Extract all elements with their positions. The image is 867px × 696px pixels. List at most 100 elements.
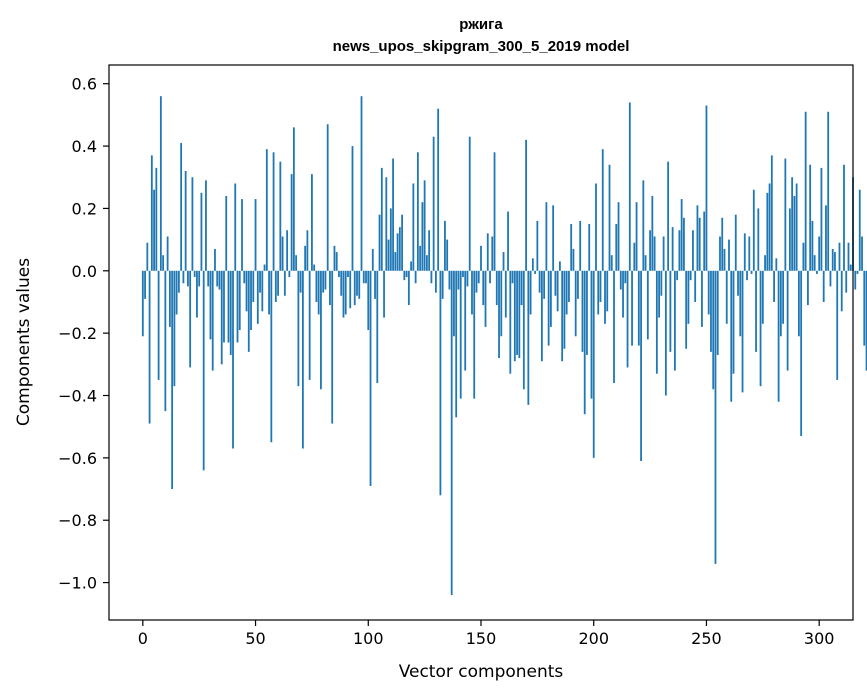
bar-41 [234,183,237,271]
y-tick-label: −1.0 [58,574,97,593]
bar-90 [344,270,347,315]
bar-258 [723,248,726,271]
bar-321 [865,270,867,371]
x-tick-label: 250 [691,629,722,648]
bar-106 [380,167,383,271]
bar-47 [247,270,250,352]
bar-202 [597,270,600,315]
bar-230 [660,270,663,296]
bar-255 [716,270,719,355]
bar-107 [383,270,385,318]
bar-110 [389,208,392,271]
bar-17 [180,142,183,271]
bar-240 [683,217,685,271]
bar-33 [216,270,219,287]
bar-195 [581,270,584,352]
chart-subtitle: news_upos_skipgram_300_5_2019 model [333,38,630,55]
bar-55 [265,149,268,271]
bar-266 [741,270,744,393]
bar-1 [144,270,146,299]
bar-241 [685,270,688,349]
bar-203 [599,270,602,302]
bar-66 [290,174,293,271]
y-tick-label: −0.8 [58,511,97,530]
bar-59 [274,270,277,302]
bar-265 [739,270,742,337]
bar-201 [595,183,597,271]
bar-176 [538,270,541,293]
bar-7 [157,270,160,380]
bar-220 [637,270,640,346]
bar-100 [367,270,370,331]
bar-279 [770,155,773,271]
bar-187 [563,270,566,349]
bar-104 [376,270,379,384]
bar-194 [579,220,582,271]
bar-277 [766,192,769,271]
bar-260 [728,239,730,271]
bar-196 [583,270,586,415]
bar-132 [439,270,442,496]
x-axis-ticks: 0 50 100 150 200 250 300 [138,620,835,648]
bar-93 [351,146,354,271]
bar-81 [324,270,327,290]
y-tick-label: 0.0 [72,262,97,281]
bar-212 [619,270,622,290]
x-tick-label: 300 [804,629,835,648]
bar-144 [466,270,469,287]
bar-184 [556,270,559,312]
bar-307 [834,252,836,271]
bar-232 [664,270,667,396]
bar-35 [220,270,223,365]
bar-157 [495,270,498,306]
bar-217 [631,270,633,346]
bar-222 [642,180,645,271]
bar-138 [453,270,455,337]
bar-223 [644,255,647,271]
bar-150 [480,245,482,271]
bar-15 [175,270,178,315]
bar-32 [214,248,216,271]
bar-111 [392,158,394,271]
bar-49 [252,270,255,302]
bar-171 [527,270,530,405]
bar-234 [669,270,672,352]
bar-163 [509,270,512,374]
bar-200 [592,270,595,458]
bar-276 [764,255,766,271]
bar-188 [565,270,568,315]
bar-96 [358,270,361,299]
bar-121 [414,270,417,284]
bar-16 [177,270,180,293]
bar-272 [755,270,757,352]
bar-177 [540,270,543,362]
bar-122 [416,152,419,271]
bar-13 [171,270,174,490]
bar-85 [333,245,336,271]
bar-28 [205,180,207,271]
bar-233 [667,161,670,271]
y-tick-label: 0.6 [72,75,97,94]
bar-311 [843,164,845,271]
bar-257 [721,217,724,271]
bar-248 [701,270,703,327]
bar-218 [633,242,636,271]
bar-151 [482,270,485,306]
bar-115 [401,214,403,271]
bar-168 [520,270,523,306]
bar-235 [671,227,674,271]
bar-292 [800,270,803,437]
bar-18 [182,270,185,284]
bar-14 [173,270,176,387]
bar-297 [811,220,814,271]
bar-289 [793,195,796,271]
bar-245 [694,270,697,302]
bar-173 [531,258,534,271]
bar-167 [518,270,521,359]
bar-161 [504,270,507,318]
bar-99 [365,270,367,284]
bar-296 [809,164,812,271]
bar-72 [304,245,307,271]
bar-130 [435,270,437,293]
